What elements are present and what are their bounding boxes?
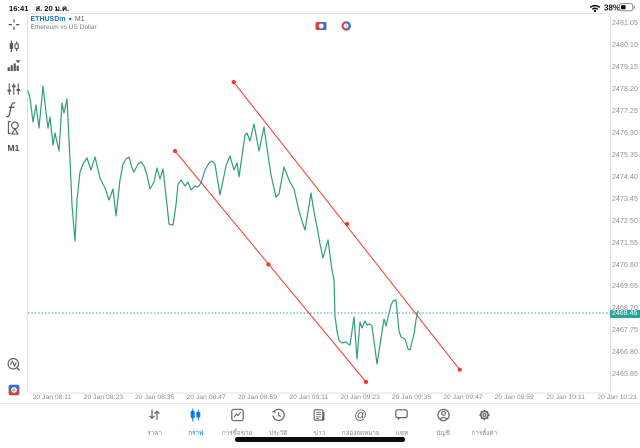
svg-text:@: @ [354, 408, 367, 422]
svg-text:M1: M1 [8, 143, 20, 153]
svg-text:38%: 38% [604, 4, 620, 13]
